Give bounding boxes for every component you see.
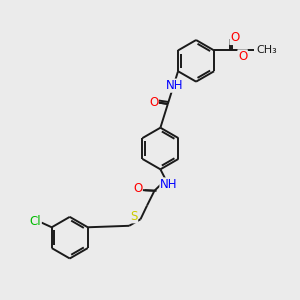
Text: Cl: Cl (30, 215, 41, 228)
Text: S: S (130, 210, 138, 223)
Text: O: O (133, 182, 142, 195)
Text: NH: NH (160, 178, 178, 191)
Text: CH₃: CH₃ (256, 45, 277, 56)
Text: O: O (238, 50, 247, 63)
Text: O: O (230, 32, 239, 44)
Text: NH: NH (166, 79, 183, 92)
Text: O: O (149, 96, 158, 109)
